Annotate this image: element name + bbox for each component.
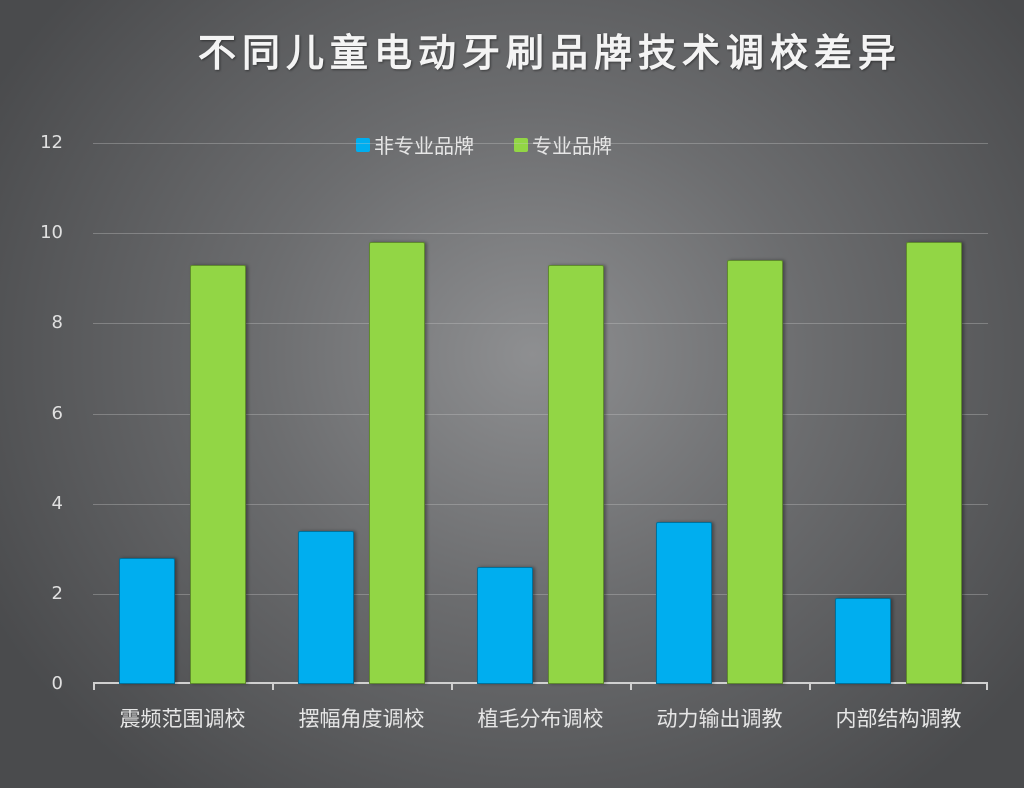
- legend-item-non-professional: 非专业品牌: [356, 130, 474, 159]
- bar-non-professional: [298, 530, 354, 684]
- y-tick-label: 2: [51, 582, 63, 604]
- x-axis: [93, 682, 988, 684]
- x-tick-mark: [451, 682, 453, 690]
- legend-swatch-green: [514, 137, 528, 152]
- y-tick-label: 12: [40, 132, 63, 153]
- chart-title: 不同儿童电动牙刷品牌技术调校差异: [197, 31, 902, 75]
- gridline: [93, 233, 988, 235]
- bar-professional: [906, 242, 962, 684]
- gridline: [93, 413, 988, 415]
- x-category-label: 内部结构调教: [835, 707, 962, 731]
- gridline: [93, 503, 988, 505]
- plot-area: 0 2 4 6 8 10 12 震频范围调校 摆幅角度调校 植毛分布调校 动力输出调教 内部结构调教: [40, 132, 988, 731]
- x-tick-mark: [630, 682, 632, 690]
- x-category-label: 震频范围调校: [119, 707, 246, 731]
- bar-non-professional: [477, 566, 533, 684]
- legend-label: 专业品牌: [532, 134, 612, 158]
- bar-non-professional: [119, 557, 175, 684]
- bar-professional: [548, 264, 604, 684]
- bar-non-professional: [656, 521, 712, 684]
- bar-professional: [727, 260, 783, 684]
- y-tick-label: 6: [51, 402, 63, 424]
- x-tick-mark: [93, 682, 95, 690]
- x-category-label: 摆幅角度调校: [298, 707, 425, 731]
- bar-non-professional: [835, 598, 891, 684]
- legend-swatch-blue: [356, 137, 370, 152]
- gridline: [93, 143, 988, 144]
- y-tick-label: 10: [40, 222, 63, 244]
- gridline: [93, 323, 988, 325]
- bar-professional: [369, 242, 425, 684]
- y-tick-label: 8: [51, 312, 63, 334]
- x-category-label: 动力输出调教: [656, 707, 783, 731]
- y-tick-label: 0: [51, 673, 63, 694]
- legend-item-professional: 专业品牌: [514, 130, 612, 159]
- gridline: [93, 593, 988, 595]
- x-category-label: 植毛分布调校: [477, 707, 604, 731]
- legend-label: 非专业品牌: [374, 134, 474, 158]
- y-tick-label: 4: [51, 492, 63, 514]
- bar-professional: [190, 264, 246, 684]
- x-tick-mark: [986, 682, 988, 690]
- x-tick-mark: [272, 682, 274, 690]
- legend: 非专业品牌 专业品牌: [356, 130, 612, 159]
- x-tick-mark: [809, 682, 811, 690]
